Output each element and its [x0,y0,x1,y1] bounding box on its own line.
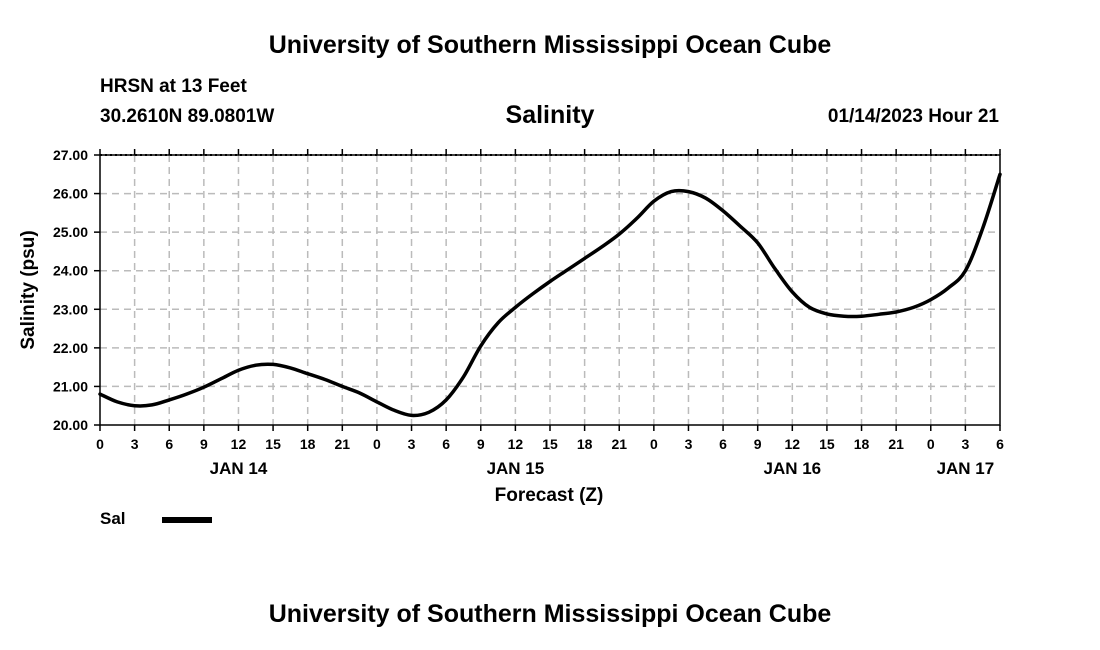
x-tick-label: 15 [265,436,281,452]
grid-lines [100,155,1000,425]
legend-swatch [162,517,212,523]
forecast-timestamp: 01/14/2023 Hour 21 [827,106,999,127]
x-tick-label: 0 [96,436,104,452]
station-coords: 30.2610N 89.0801W [100,106,275,127]
y-axis: 20.00 21.00 22.00 23.00 24.00 25.00 26.00 27.00 [53,147,100,433]
day-label: JAN 14 [210,459,268,478]
series-line-sal [98,172,1002,418]
y-tick-label: 25.00 [53,224,88,240]
y-tick-label: 22.00 [53,340,88,356]
x-tick-label: 0 [650,436,658,452]
station-name: HRSN at 13 Feet [100,76,247,97]
x-tick-label: 21 [888,436,904,452]
x-axis: 0 3 6 9 12 15 18 21 0 3 6 9 12 15 18 21 0 3 6 9 12 15 18 21 0 3 6J… [96,149,1004,478]
x-tick-label: 6 [719,436,727,452]
x-tick-label: 3 [131,436,139,452]
legend-label: Sal [100,509,126,528]
page-title-bottom: University of Southern Mississippi Ocean… [268,600,832,628]
x-tick-label: 6 [996,436,1004,452]
x-tick-label: 18 [300,436,316,452]
x-tick-label: 21 [611,436,627,452]
page-title-top: University of Southern Mississippi Ocean… [268,31,832,59]
y-tick-label: 23.00 [53,301,88,317]
x-axis-label: Forecast (Z) [495,485,604,506]
x-tick-label: 18 [577,436,593,452]
y-tick-label: 20.00 [53,417,88,433]
chart-title: Salinity [505,101,595,129]
y-tick-label: 27.00 [53,147,88,163]
day-label: JAN 15 [487,459,545,478]
x-tick-label: 9 [477,436,485,452]
x-tick-label: 12 [785,436,801,452]
x-tick-label: 9 [754,436,762,452]
x-tick-label: 9 [200,436,208,452]
x-tick-label: 6 [442,436,450,452]
x-tick-label: 3 [408,436,416,452]
day-label: JAN 16 [763,459,821,478]
y-tick-label: 24.00 [53,263,88,279]
x-tick-label: 6 [165,436,173,452]
x-tick-label: 15 [542,436,558,452]
day-label: JAN 17 [937,459,995,478]
x-tick-label: 3 [961,436,969,452]
x-tick-label: 21 [335,436,351,452]
y-tick-label: 21.00 [53,378,88,394]
x-tick-label: 0 [927,436,935,452]
x-tick-label: 0 [373,436,381,452]
x-tick-label: 12 [508,436,524,452]
x-tick-label: 12 [231,436,247,452]
y-axis-label: Salinity (psu) [18,230,39,349]
x-tick-label: 18 [854,436,870,452]
salinity-chart: 20.00 21.00 22.00 23.00 24.00 25.00 26.00 27.00… [18,147,1004,506]
x-tick-label: 3 [685,436,693,452]
x-tick-label: 15 [819,436,835,452]
y-tick-label: 26.00 [53,186,88,202]
